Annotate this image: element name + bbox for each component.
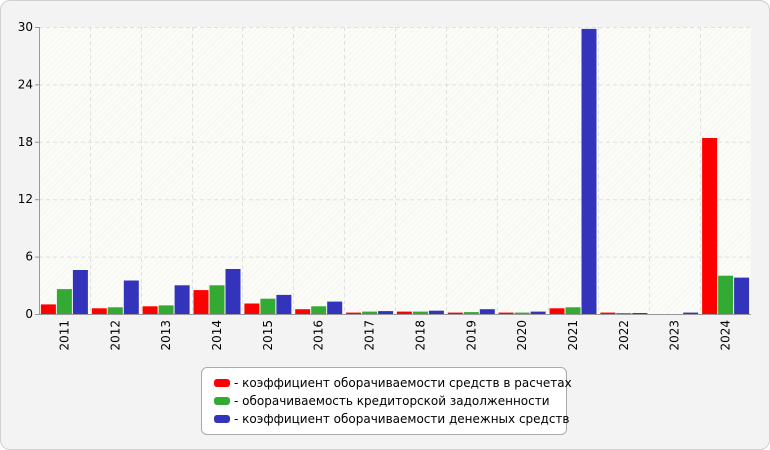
bar-2017-series-3 [378, 311, 394, 314]
legend-swatch-red [214, 379, 230, 387]
bar-2015-series-1 [244, 303, 260, 314]
x-tick-label: 2012 [108, 320, 122, 351]
bar-2019-series-3 [479, 309, 495, 314]
x-tick-labels: 2011 2012 2013 2014 2015 2016 2017 2018 2019 2020… [57, 320, 732, 351]
bar-2019-series-1 [447, 312, 463, 314]
x-tick-label: 2020 [515, 320, 529, 351]
bar-2016-series-3 [327, 301, 343, 314]
bar-2017-series-2 [362, 311, 378, 314]
x-tick-label: 2018 [413, 320, 427, 351]
x-tick-label: 2014 [210, 320, 224, 351]
bar-2024-series-3 [734, 277, 750, 314]
bar-2016-series-2 [311, 306, 327, 314]
bar-2022-series-2 [616, 313, 632, 314]
bar-2021-series-2 [565, 307, 581, 314]
bar-2014-series-3 [225, 269, 241, 314]
bars [40, 28, 750, 315]
y-tick-label: 30 [18, 20, 33, 34]
bar-2011-series-1 [40, 304, 56, 314]
bar-2023-series-3 [683, 312, 699, 314]
bar-2020-series-1 [498, 312, 514, 314]
y-tick-labels: 0 6 12 18 24 30 [18, 20, 33, 321]
legend-item-series-1: - коэффициент оборачиваемости средств в … [214, 374, 572, 392]
bar-2021-series-1 [549, 308, 565, 314]
bar-2012-series-2 [107, 307, 123, 314]
bar-2020-series-3 [530, 311, 546, 314]
bar-2024-series-1 [702, 138, 718, 314]
bar-2018-series-3 [428, 310, 444, 314]
bar-2015-series-3 [276, 294, 292, 314]
legend: - коэффициент оборачиваемости средств в … [201, 367, 572, 435]
bar-2012-series-1 [91, 308, 107, 314]
legend-swatch-blue [214, 415, 230, 423]
bar-2011-series-2 [56, 289, 72, 314]
y-tick-label: 18 [18, 135, 33, 149]
bar-2021-series-3 [581, 28, 597, 315]
bar-2014-series-2 [209, 285, 225, 314]
x-tick-label: 2011 [57, 320, 71, 351]
bar-2014-series-1 [193, 290, 209, 314]
bar-2018-series-1 [396, 311, 412, 314]
x-tick-label: 2021 [566, 320, 580, 351]
axes [35, 27, 751, 315]
x-tick-label: 2024 [719, 320, 733, 351]
y-tick-label: 24 [18, 77, 33, 91]
bar-2013-series-3 [174, 285, 190, 314]
x-tick-label: 2016 [312, 320, 326, 351]
legend-label: - оборачиваемость кредиторской задолженн… [234, 394, 550, 408]
bar-2011-series-3 [72, 270, 88, 314]
legend-swatch-green [214, 397, 230, 405]
legend-item-series-3: - коэффициент оборачиваемости денежных с… [214, 410, 570, 428]
grid-lines [39, 27, 751, 314]
bar-2020-series-2 [514, 312, 530, 314]
bar-2022-series-1 [600, 312, 616, 314]
bar-2016-series-1 [295, 309, 311, 314]
x-tick-label: 2022 [617, 320, 631, 351]
bar-2022-series-3 [632, 313, 648, 314]
bar-2013-series-2 [158, 305, 174, 314]
y-tick-label: 0 [25, 307, 33, 321]
y-tick-label: 6 [25, 250, 33, 264]
legend-label: - коэффициент оборачиваемости денежных с… [234, 412, 570, 426]
bar-2019-series-2 [463, 312, 479, 314]
bar-2024-series-2 [718, 275, 734, 314]
bar-2017-series-1 [346, 312, 362, 314]
bar-2018-series-2 [412, 311, 428, 314]
bar-2015-series-2 [260, 298, 276, 314]
legend-label: - коэффициент оборачиваемости средств в … [234, 376, 572, 390]
legend-item-series-2: - оборачиваемость кредиторской задолженн… [214, 392, 566, 410]
x-tick-label: 2019 [464, 320, 478, 351]
x-tick-label: 2013 [159, 320, 173, 351]
x-tick-label: 2015 [261, 320, 275, 351]
y-tick-label: 12 [18, 192, 33, 206]
bar-2012-series-3 [123, 280, 139, 314]
bar-2013-series-1 [142, 306, 158, 314]
x-tick-label: 2017 [363, 320, 377, 351]
x-tick-label: 2023 [668, 320, 682, 351]
